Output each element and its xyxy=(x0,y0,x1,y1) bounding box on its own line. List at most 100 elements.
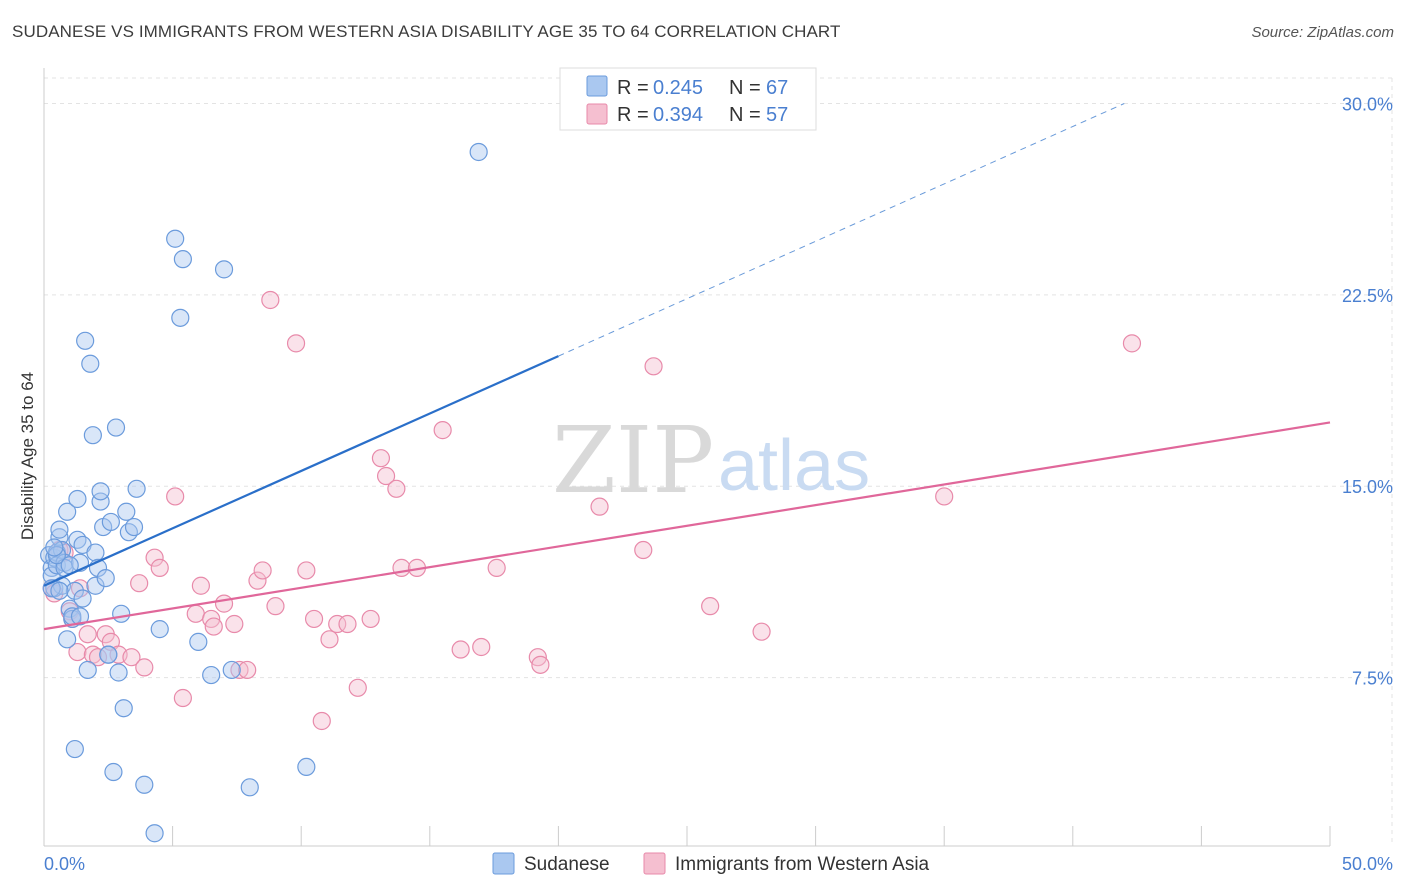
point-sudanese xyxy=(114,699,133,718)
chart-title: SUDANESE VS IMMIGRANTS FROM WESTERN ASIA… xyxy=(12,22,841,41)
point-western-asia xyxy=(297,561,316,580)
trendline-sudanese-extension xyxy=(558,103,1125,357)
point-sudanese xyxy=(297,757,316,777)
legend-swatch-pink xyxy=(586,103,608,125)
point-western-asia xyxy=(1122,334,1142,353)
point-western-asia xyxy=(166,487,185,506)
point-western-asia xyxy=(261,290,280,310)
point-sudanese xyxy=(55,553,74,572)
point-western-asia xyxy=(338,614,357,634)
point-sudanese xyxy=(73,589,92,608)
axes xyxy=(43,68,1331,847)
point-western-asia xyxy=(433,421,452,440)
point-sudanese xyxy=(68,530,87,549)
point-sudanese xyxy=(173,250,192,269)
watermark-zip: ZIP xyxy=(552,407,714,514)
legend-r-value-pink: 0.394 xyxy=(653,104,703,126)
bottom-legend-label-sudanese: Sudanese xyxy=(524,854,610,875)
watermark-atlas: atlas xyxy=(718,426,870,506)
point-sudanese xyxy=(99,645,118,664)
legend-n-label-blue: N = xyxy=(729,77,761,99)
point-western-asia xyxy=(238,660,257,680)
point-western-asia xyxy=(387,479,406,498)
point-western-asia xyxy=(935,487,954,506)
point-western-asia xyxy=(701,597,720,616)
point-sudanese xyxy=(117,502,136,521)
point-sudanese xyxy=(70,607,90,626)
bottom-legend-swatch-sudanese xyxy=(492,852,515,875)
y-tick-label: 22.5% xyxy=(1342,286,1393,306)
point-sudanese xyxy=(81,354,100,373)
point-western-asia xyxy=(312,711,331,731)
point-sudanese xyxy=(86,576,105,595)
point-western-asia xyxy=(204,617,223,636)
point-western-asia xyxy=(266,597,285,616)
point-sudanese xyxy=(150,620,169,639)
point-sudanese xyxy=(202,665,221,685)
point-sudanese xyxy=(78,660,97,680)
point-sudanese xyxy=(83,426,102,445)
point-western-asia xyxy=(286,334,306,353)
point-western-asia xyxy=(472,637,491,657)
point-western-asia xyxy=(214,594,234,613)
legend-n-value-blue: 67 xyxy=(766,77,788,99)
point-western-asia xyxy=(328,614,347,634)
point-western-asia xyxy=(191,576,210,595)
point-sudanese xyxy=(65,581,84,600)
point-western-asia xyxy=(320,630,339,649)
point-western-asia xyxy=(752,622,771,641)
point-western-asia xyxy=(361,609,380,629)
x-tick-label-max: 50.0% xyxy=(1342,854,1393,874)
point-western-asia xyxy=(487,558,506,577)
point-sudanese xyxy=(45,538,64,557)
point-sudanese xyxy=(58,502,77,521)
legend-n-value-pink: 57 xyxy=(766,104,788,126)
y-tick-label: 30.0% xyxy=(1342,95,1393,115)
bottom-legend-label-western-asia: Immigrants from Western Asia xyxy=(675,854,930,875)
trendlines xyxy=(43,103,1331,631)
y-tick-label: 7.5% xyxy=(1352,669,1393,689)
point-western-asia xyxy=(348,678,367,697)
point-sudanese xyxy=(240,778,259,797)
point-sudanese xyxy=(135,775,154,794)
x-tick-label-min: 0.0% xyxy=(44,854,85,874)
point-western-asia xyxy=(145,548,164,567)
point-sudanese xyxy=(112,604,131,623)
point-western-asia xyxy=(590,497,609,516)
point-sudanese xyxy=(50,520,69,539)
legend-r-label-pink: R = xyxy=(617,104,649,126)
point-western-asia xyxy=(371,449,391,468)
point-western-asia xyxy=(644,357,663,376)
point-western-asia xyxy=(45,584,64,603)
legend-n-label-pink: N = xyxy=(729,104,761,126)
point-western-asia xyxy=(230,660,249,680)
bottom-legend-swatch-western-asia xyxy=(643,852,666,875)
bottom-legend: Sudanese Immigrants from Western Asia xyxy=(492,852,930,875)
point-sudanese xyxy=(214,260,234,279)
blue-points xyxy=(40,142,488,843)
point-sudanese xyxy=(65,739,84,759)
point-western-asia xyxy=(376,466,396,486)
point-sudanese xyxy=(145,824,164,843)
point-western-asia xyxy=(68,642,87,662)
point-sudanese xyxy=(189,632,208,651)
point-western-asia xyxy=(135,658,154,677)
point-western-asia xyxy=(248,571,267,590)
point-sudanese xyxy=(86,543,105,562)
point-sudanese xyxy=(68,489,87,509)
source-label: Source: ZipAtlas.com xyxy=(1251,24,1394,41)
point-sudanese xyxy=(171,308,190,327)
point-western-asia xyxy=(78,625,97,644)
pink-points xyxy=(42,290,1142,731)
point-sudanese xyxy=(50,581,69,600)
point-sudanese xyxy=(124,517,144,537)
point-sudanese xyxy=(469,142,488,162)
y-axis-label: Disability Age 35 to 64 xyxy=(18,372,37,540)
point-sudanese xyxy=(76,331,95,350)
point-sudanese xyxy=(222,660,241,680)
point-western-asia xyxy=(130,574,149,593)
point-sudanese xyxy=(91,492,110,511)
point-sudanese xyxy=(166,229,185,248)
legend-swatch-blue xyxy=(586,75,608,97)
